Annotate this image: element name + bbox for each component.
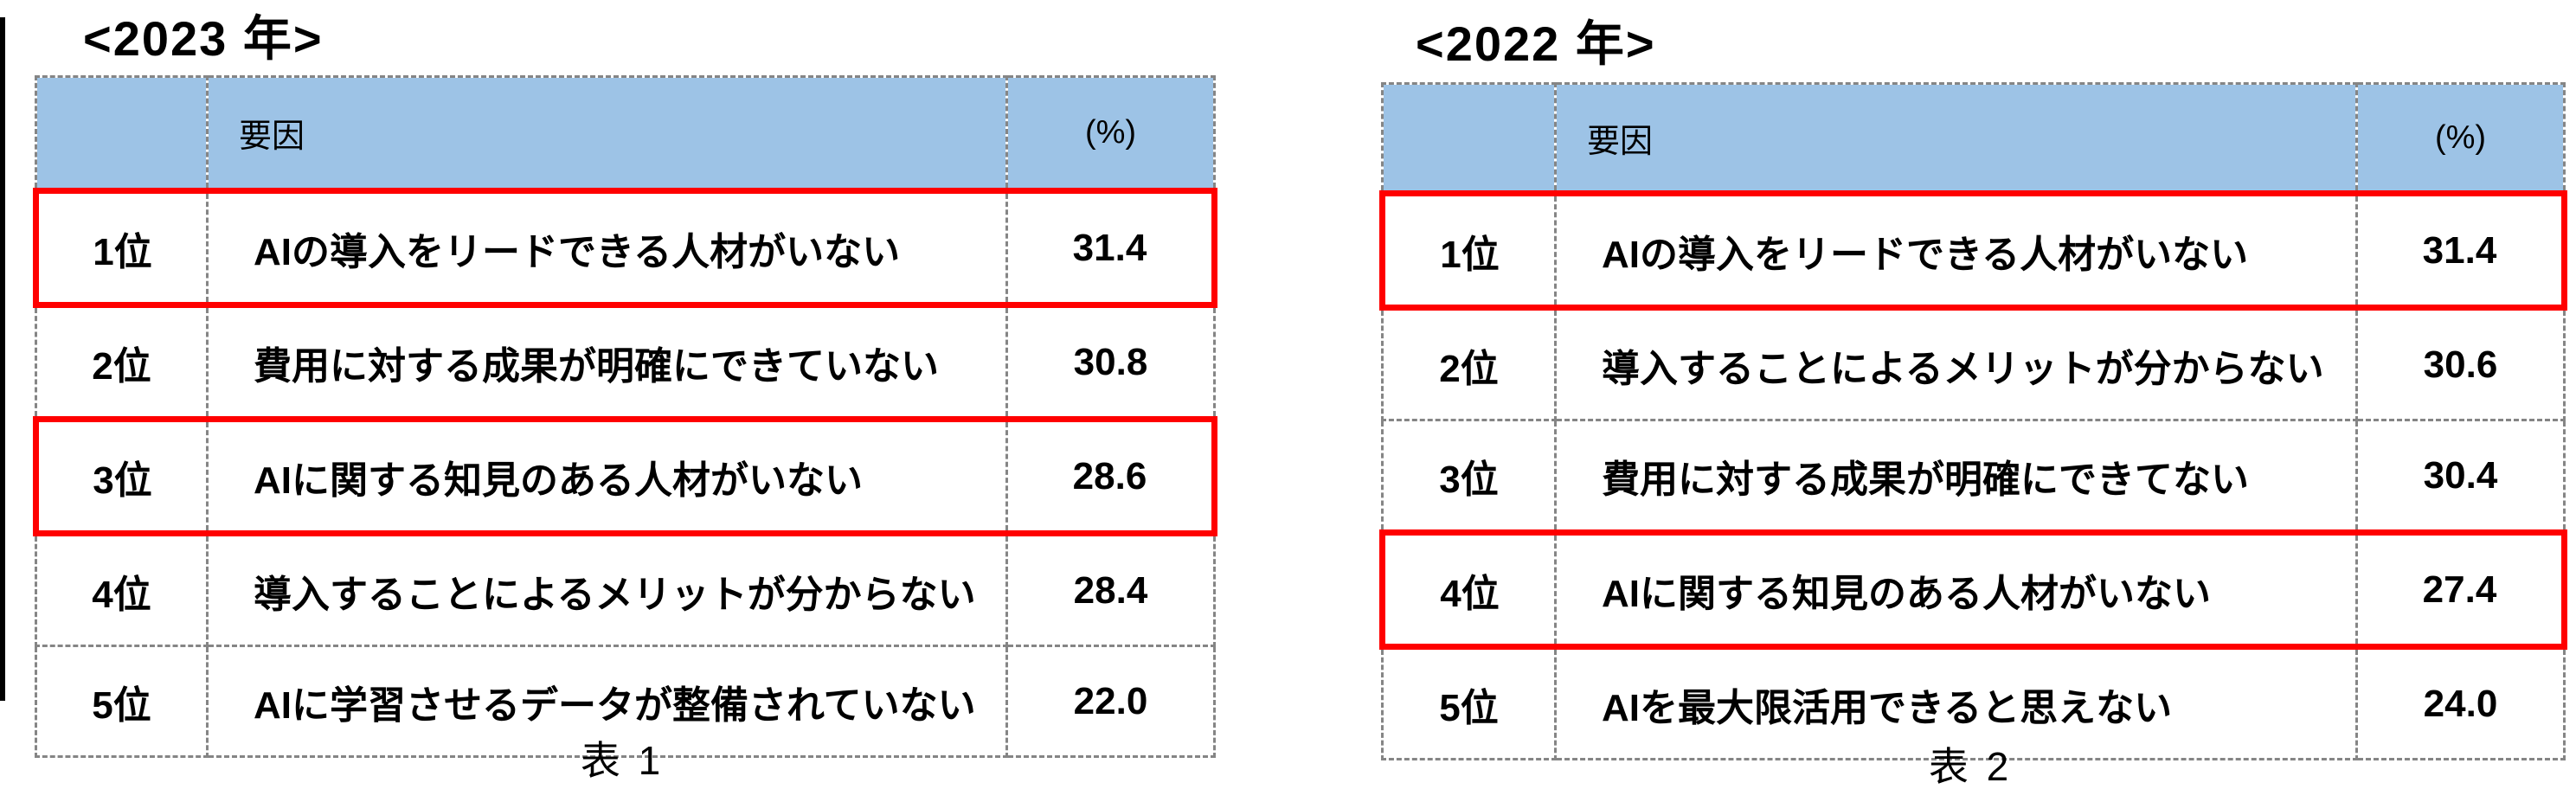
factor-cell: AIを最大限活用できると思えない — [1554, 645, 2358, 760]
header-percent-cell: (%) — [1005, 75, 1216, 192]
percent-cell: 28.4 — [1005, 532, 1216, 647]
table-row: 2位 導入することによるメリットが分からない 30.6 — [1381, 306, 2566, 421]
rank-cell: 2位 — [35, 304, 209, 420]
table-row-highlighted: 1位 AIの導入をリードできる人材がいない 31.4 — [33, 188, 1217, 308]
header-row: 要因 (%) — [1381, 82, 2566, 195]
rank-cell: 3位 — [1381, 419, 1557, 534]
table-title-2022: <2022 年> — [1416, 16, 1656, 71]
header-factor-cell: 要因 — [1554, 82, 2358, 195]
table-row: 4位 導入することによるメリットが分からない 28.4 — [35, 532, 1216, 647]
header-percent-cell: (%) — [2355, 82, 2566, 195]
rank-cell: 5位 — [35, 645, 209, 758]
rank-cell: 1位 — [1379, 190, 1557, 311]
table-row-highlighted: 4位 AIに関する知見のある人材がいない 27.4 — [1379, 529, 2567, 650]
percent-cell: 30.6 — [2355, 306, 2566, 421]
ranking-table-2023: 要因 (%) 1位 AIの導入をリードできる人材がいない 31.4 2位 費用に対する成… — [33, 75, 1217, 758]
table-title-2023: <2023 年> — [83, 11, 324, 66]
rank-cell: 4位 — [35, 532, 209, 647]
percent-cell: 24.0 — [2355, 645, 2566, 760]
percent-cell: 30.8 — [1005, 304, 1216, 420]
header-row: 要因 (%) — [35, 75, 1216, 192]
rank-cell: 1位 — [33, 188, 209, 308]
percent-cell: 27.4 — [2355, 529, 2567, 650]
factor-cell: 費用に対する成果が明確にできてない — [1554, 419, 2358, 534]
table-row-highlighted: 1位 AIの導入をリードできる人材がいない 31.4 — [1379, 190, 2567, 311]
header-factor-cell: 要因 — [206, 75, 1008, 192]
factor-cell: 費用に対する成果が明確にできていない — [206, 304, 1008, 420]
factor-cell: AIの導入をリードできる人材がいない — [206, 188, 1008, 308]
rank-cell: 3位 — [33, 416, 209, 536]
table-row: 5位 AIに学習させるデータが整備されていない 22.0 — [35, 645, 1216, 758]
factor-cell: AIの導入をリードできる人材がいない — [1554, 190, 2358, 311]
factor-cell: AIに関する知見のある人材がいない — [206, 416, 1008, 536]
percent-cell: 30.4 — [2355, 419, 2566, 534]
rank-cell: 2位 — [1381, 306, 1557, 421]
table-row: 3位 費用に対する成果が明確にできてない 30.4 — [1381, 419, 2566, 534]
percent-cell: 22.0 — [1005, 645, 1216, 758]
figure-left-edge-line — [0, 17, 5, 701]
header-rank-cell — [35, 75, 209, 192]
rank-cell: 5位 — [1381, 645, 1557, 760]
table-caption-1: 表 1 — [580, 738, 665, 783]
percent-cell: 28.6 — [1005, 416, 1217, 536]
table-row-highlighted: 3位 AIに関する知見のある人材がいない 28.6 — [33, 416, 1217, 536]
factor-cell: AIに学習させるデータが整備されていない — [206, 645, 1008, 758]
factor-cell: 導入することによるメリットが分からない — [1554, 306, 2358, 421]
percent-cell: 31.4 — [1005, 188, 1217, 308]
ranking-table-2022: 要因 (%) 1位 AIの導入をリードできる人材がいない 31.4 2位 導入することに… — [1379, 82, 2567, 760]
rank-cell: 4位 — [1379, 529, 1557, 650]
percent-cell: 31.4 — [2355, 190, 2567, 311]
header-rank-cell — [1381, 82, 1557, 195]
factor-cell: 導入することによるメリットが分からない — [206, 532, 1008, 647]
table-row: 2位 費用に対する成果が明確にできていない 30.8 — [35, 304, 1216, 420]
table-row: 5位 AIを最大限活用できると思えない 24.0 — [1381, 645, 2566, 760]
factor-cell: AIに関する知見のある人材がいない — [1554, 529, 2358, 650]
table-caption-2: 表 2 — [1928, 744, 2013, 789]
